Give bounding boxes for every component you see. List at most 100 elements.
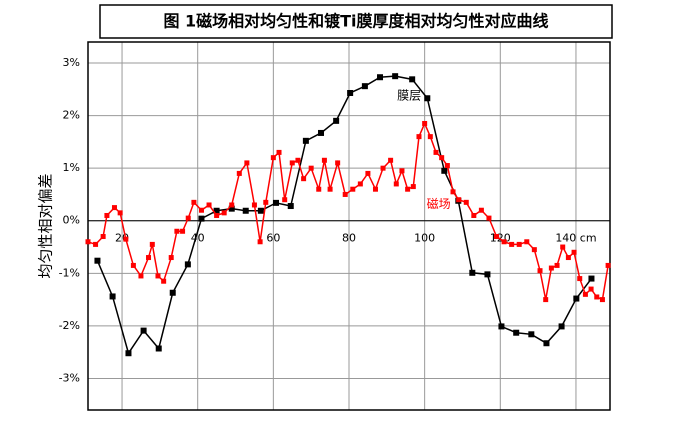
point: [85, 239, 91, 245]
point: [146, 255, 152, 261]
point: [380, 165, 386, 171]
x-tick-label: 80: [342, 232, 356, 245]
point: [469, 269, 476, 276]
point: [318, 129, 325, 136]
point: [295, 157, 301, 163]
point: [471, 212, 477, 218]
point: [342, 191, 348, 197]
point: [424, 95, 431, 102]
point: [560, 244, 566, 250]
point: [244, 160, 250, 166]
point: [214, 212, 220, 218]
chart-title: 图 1磁场相对均匀性和镀Ti膜厚度相对均匀性对应曲线: [163, 12, 548, 31]
point: [333, 117, 340, 124]
point: [573, 295, 580, 302]
point: [588, 275, 595, 282]
point: [321, 157, 327, 163]
point: [524, 239, 530, 245]
y-tick-label: 0%: [63, 214, 80, 227]
point: [184, 261, 191, 268]
point: [422, 120, 428, 126]
point: [302, 137, 309, 144]
point: [531, 247, 537, 253]
point: [548, 265, 554, 271]
point: [149, 241, 155, 247]
point: [399, 168, 405, 174]
point: [478, 207, 484, 213]
point: [543, 297, 549, 303]
point: [365, 170, 371, 176]
point: [335, 160, 341, 166]
point: [109, 293, 116, 300]
x-tick-label: 100: [414, 232, 435, 245]
point: [276, 149, 282, 155]
point: [463, 199, 469, 205]
point: [416, 134, 422, 140]
point: [361, 83, 368, 90]
point: [571, 249, 577, 255]
y-axis-label: 均匀性相对偏差: [37, 173, 55, 278]
point: [100, 234, 106, 240]
point: [316, 186, 322, 192]
point: [456, 197, 462, 203]
point: [185, 215, 191, 221]
point: [509, 241, 515, 247]
point: [155, 273, 161, 279]
point: [111, 205, 117, 211]
x-tick-label: 140 cm: [555, 232, 596, 245]
point: [169, 289, 176, 296]
point: [251, 202, 257, 208]
point: [117, 210, 123, 216]
point: [393, 181, 399, 187]
point: [289, 160, 295, 166]
point: [577, 276, 583, 282]
y-tick-label: -3%: [59, 371, 80, 384]
point: [357, 181, 363, 187]
point: [599, 297, 605, 303]
title-box: [99, 4, 613, 39]
point: [236, 170, 242, 176]
point: [537, 268, 543, 274]
point: [308, 165, 314, 171]
point: [168, 255, 174, 261]
point: [161, 278, 167, 284]
point: [513, 329, 520, 336]
point: [350, 186, 356, 192]
point: [198, 207, 204, 213]
point: [388, 157, 394, 163]
point: [405, 186, 411, 192]
point: [213, 207, 220, 214]
point: [282, 197, 288, 203]
point: [242, 207, 249, 214]
point: [347, 89, 354, 96]
point: [191, 199, 197, 205]
point: [377, 74, 384, 81]
point: [270, 155, 276, 161]
x-tick-label: 60: [266, 232, 280, 245]
point: [494, 234, 500, 240]
point: [427, 134, 433, 140]
point: [327, 186, 333, 192]
point: [180, 228, 186, 234]
point: [130, 262, 136, 268]
point: [433, 149, 439, 155]
point: [93, 241, 99, 247]
point: [516, 241, 522, 247]
point: [501, 239, 507, 245]
point: [588, 286, 594, 292]
y-tick-label: -1%: [59, 266, 80, 279]
point: [484, 271, 491, 278]
y-tick-label: 2%: [63, 109, 80, 122]
point: [594, 294, 600, 300]
point: [140, 327, 147, 334]
point: [272, 199, 279, 206]
point: [301, 176, 307, 182]
point: [441, 167, 448, 174]
series-label: 磁场: [427, 196, 451, 211]
point: [198, 215, 205, 222]
point: [94, 257, 101, 264]
y-tick-label: -2%: [59, 319, 80, 332]
point: [582, 291, 588, 297]
point: [125, 350, 132, 357]
